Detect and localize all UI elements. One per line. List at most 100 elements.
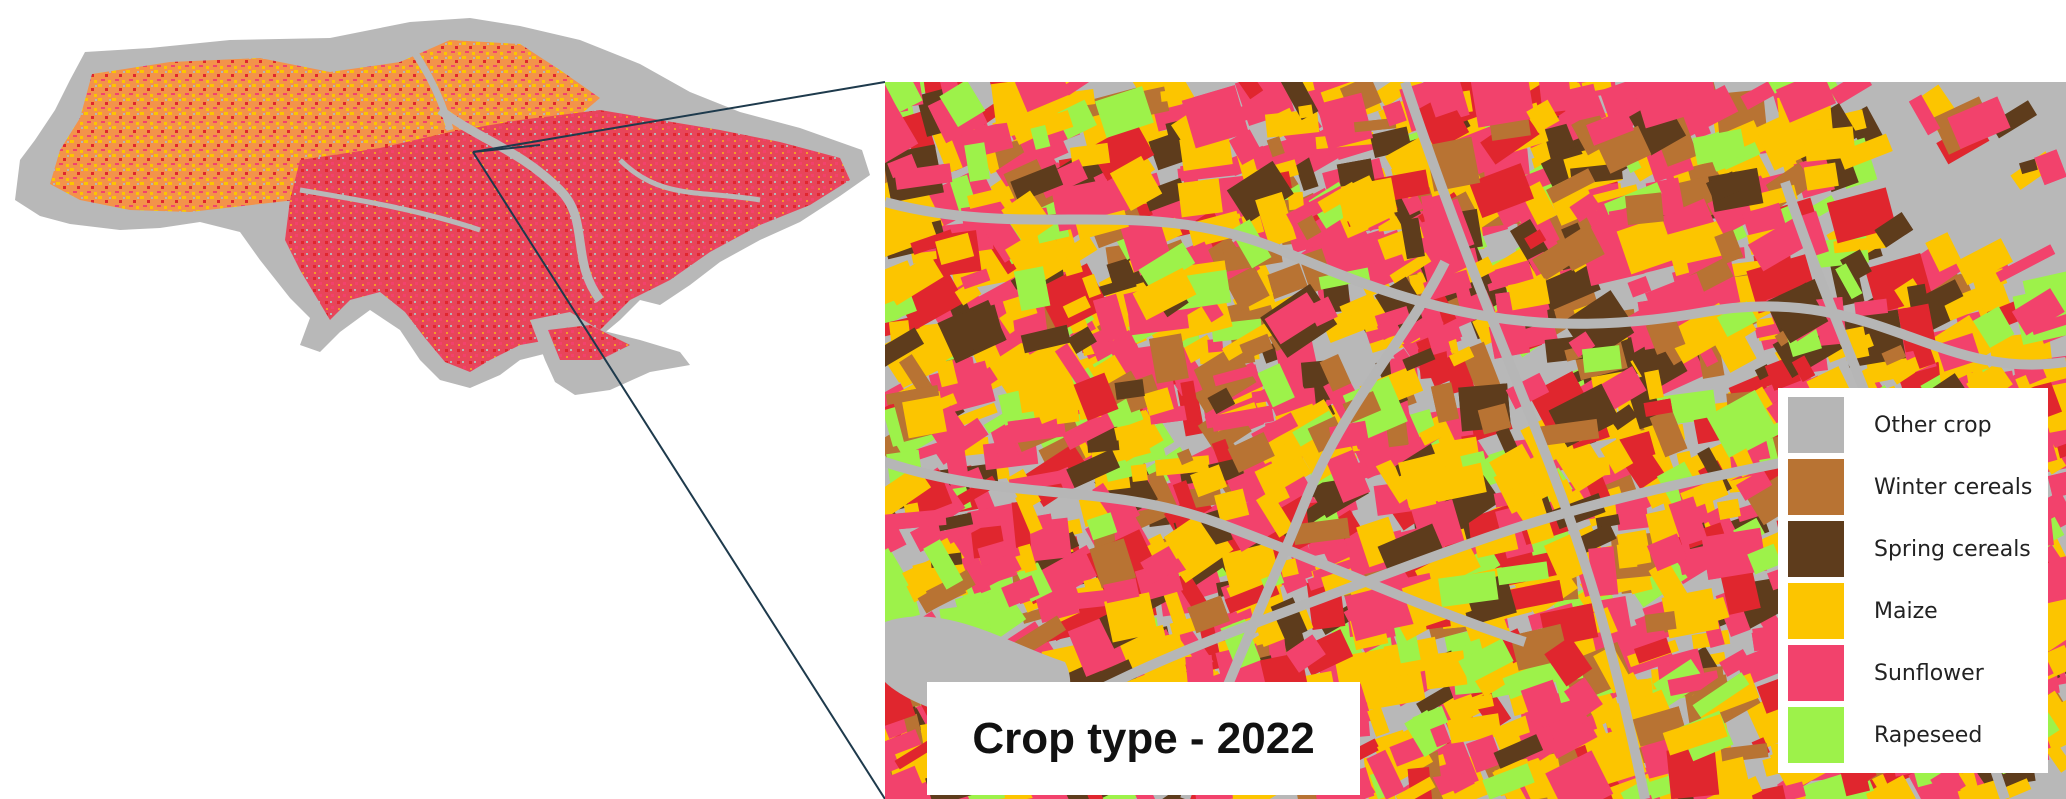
crop-field <box>1376 317 1401 341</box>
crop-field <box>1701 527 1768 580</box>
legend-label: Sunflower <box>1874 660 1984 686</box>
crop-field <box>887 234 909 254</box>
crop-field <box>1995 244 2056 283</box>
crop-field <box>1629 577 1653 595</box>
legend-swatch <box>1788 645 1844 701</box>
crop-field <box>1609 404 1638 431</box>
crop-field <box>959 304 1005 351</box>
crop-field <box>1803 162 1839 191</box>
crop-field <box>1800 211 1829 257</box>
crop-field <box>1138 242 1196 291</box>
crop-field <box>1581 345 1622 373</box>
legend-item-other-crop: Other crop <box>1788 394 2038 456</box>
crop-field <box>1616 542 1638 569</box>
crop-field <box>1254 462 1290 507</box>
crop-field <box>1030 125 1051 150</box>
crop-field <box>1255 191 1297 248</box>
crop-field <box>1014 82 1071 113</box>
crop-field <box>1867 774 1916 799</box>
crop-field <box>1692 128 1747 165</box>
crop-field <box>901 390 947 439</box>
legend-swatch <box>1788 583 1844 639</box>
crop-field <box>1747 543 1782 575</box>
crop-field <box>1154 455 1211 476</box>
crop-field <box>1526 99 1560 133</box>
crop-field <box>1020 324 1071 354</box>
crop-field <box>885 509 947 531</box>
crop-field <box>2011 288 2065 336</box>
crop-field <box>1266 136 1285 158</box>
crop-field <box>885 465 932 520</box>
crop-field <box>1461 693 1495 713</box>
crop-field <box>1627 275 1652 298</box>
river-valley <box>885 197 2066 370</box>
crop-field <box>1297 215 1322 241</box>
crop-field <box>1775 82 1837 123</box>
crop-field <box>1544 636 1593 687</box>
legend-item-spring-cereals: Spring cereals <box>1788 518 2038 580</box>
crop-field <box>1104 592 1158 643</box>
crop-field <box>1947 96 2011 150</box>
crop-field <box>1212 364 1259 387</box>
crop-field <box>1539 262 1601 311</box>
crop-field <box>1418 423 1444 446</box>
crop-field <box>885 547 909 596</box>
crop-field <box>1829 82 1873 105</box>
crop-field <box>1502 659 1558 700</box>
crop-field <box>1007 414 1067 444</box>
crop-field <box>1214 488 1250 522</box>
crop-field <box>1803 126 1856 162</box>
crop-field <box>1255 490 1295 538</box>
crop-field <box>1942 279 2007 321</box>
crop-field <box>1600 438 1634 474</box>
crop-field <box>1747 216 1812 272</box>
legend-item-sunflower: Sunflower <box>1788 642 2038 704</box>
crop-field <box>939 82 986 128</box>
crop-field <box>1925 304 1954 330</box>
crop-field <box>1013 266 1051 312</box>
crop-field <box>1177 178 1223 218</box>
crop-field <box>1532 227 1596 281</box>
crop-field <box>1955 238 2013 286</box>
crop-field <box>1334 175 1390 235</box>
crop-field <box>1114 422 1145 441</box>
crop-field <box>1412 705 1449 734</box>
crop-field <box>1539 418 1600 446</box>
crop-field <box>1791 355 1816 383</box>
crop-field <box>1644 610 1677 633</box>
crop-field <box>923 539 964 590</box>
crop-field <box>1298 629 1354 676</box>
crop-field <box>1062 295 1091 319</box>
crop-field <box>1668 496 1708 547</box>
ukraine-overview-map <box>15 18 870 395</box>
crop-field <box>1430 382 1460 424</box>
river-valley <box>885 457 1527 647</box>
legend-swatch <box>1788 707 1844 763</box>
crop-field <box>1298 104 1314 119</box>
crop-field <box>1474 532 1519 559</box>
crop-field <box>1520 679 1567 730</box>
legend-item-winter-cereals: Winter cereals <box>1788 456 2038 518</box>
crop-field <box>1666 745 1720 799</box>
crop-field <box>1054 343 1093 390</box>
crop-field <box>2019 158 2038 175</box>
crop-field <box>1469 163 1534 219</box>
crop-field <box>1466 734 1503 773</box>
crop-field <box>1507 278 1550 311</box>
crop-field <box>1568 331 1596 358</box>
crop-field <box>894 163 953 190</box>
crop-field <box>1838 133 1893 170</box>
crop-legend: Other crop Winter cereals Spring cereals… <box>1778 388 2048 773</box>
crop-field <box>1377 523 1444 574</box>
legend-label: Rapeseed <box>1874 722 1983 748</box>
crop-field <box>1505 372 1550 410</box>
crop-field <box>1287 191 1305 211</box>
crop-field <box>1177 448 1194 466</box>
crop-field <box>935 232 975 266</box>
crop-field <box>1353 118 1397 133</box>
crop-field <box>1270 597 1308 641</box>
crop-field <box>1442 475 1502 529</box>
crop-field <box>885 82 923 113</box>
crop-field <box>1423 269 1472 302</box>
crop-field <box>1616 216 1677 275</box>
